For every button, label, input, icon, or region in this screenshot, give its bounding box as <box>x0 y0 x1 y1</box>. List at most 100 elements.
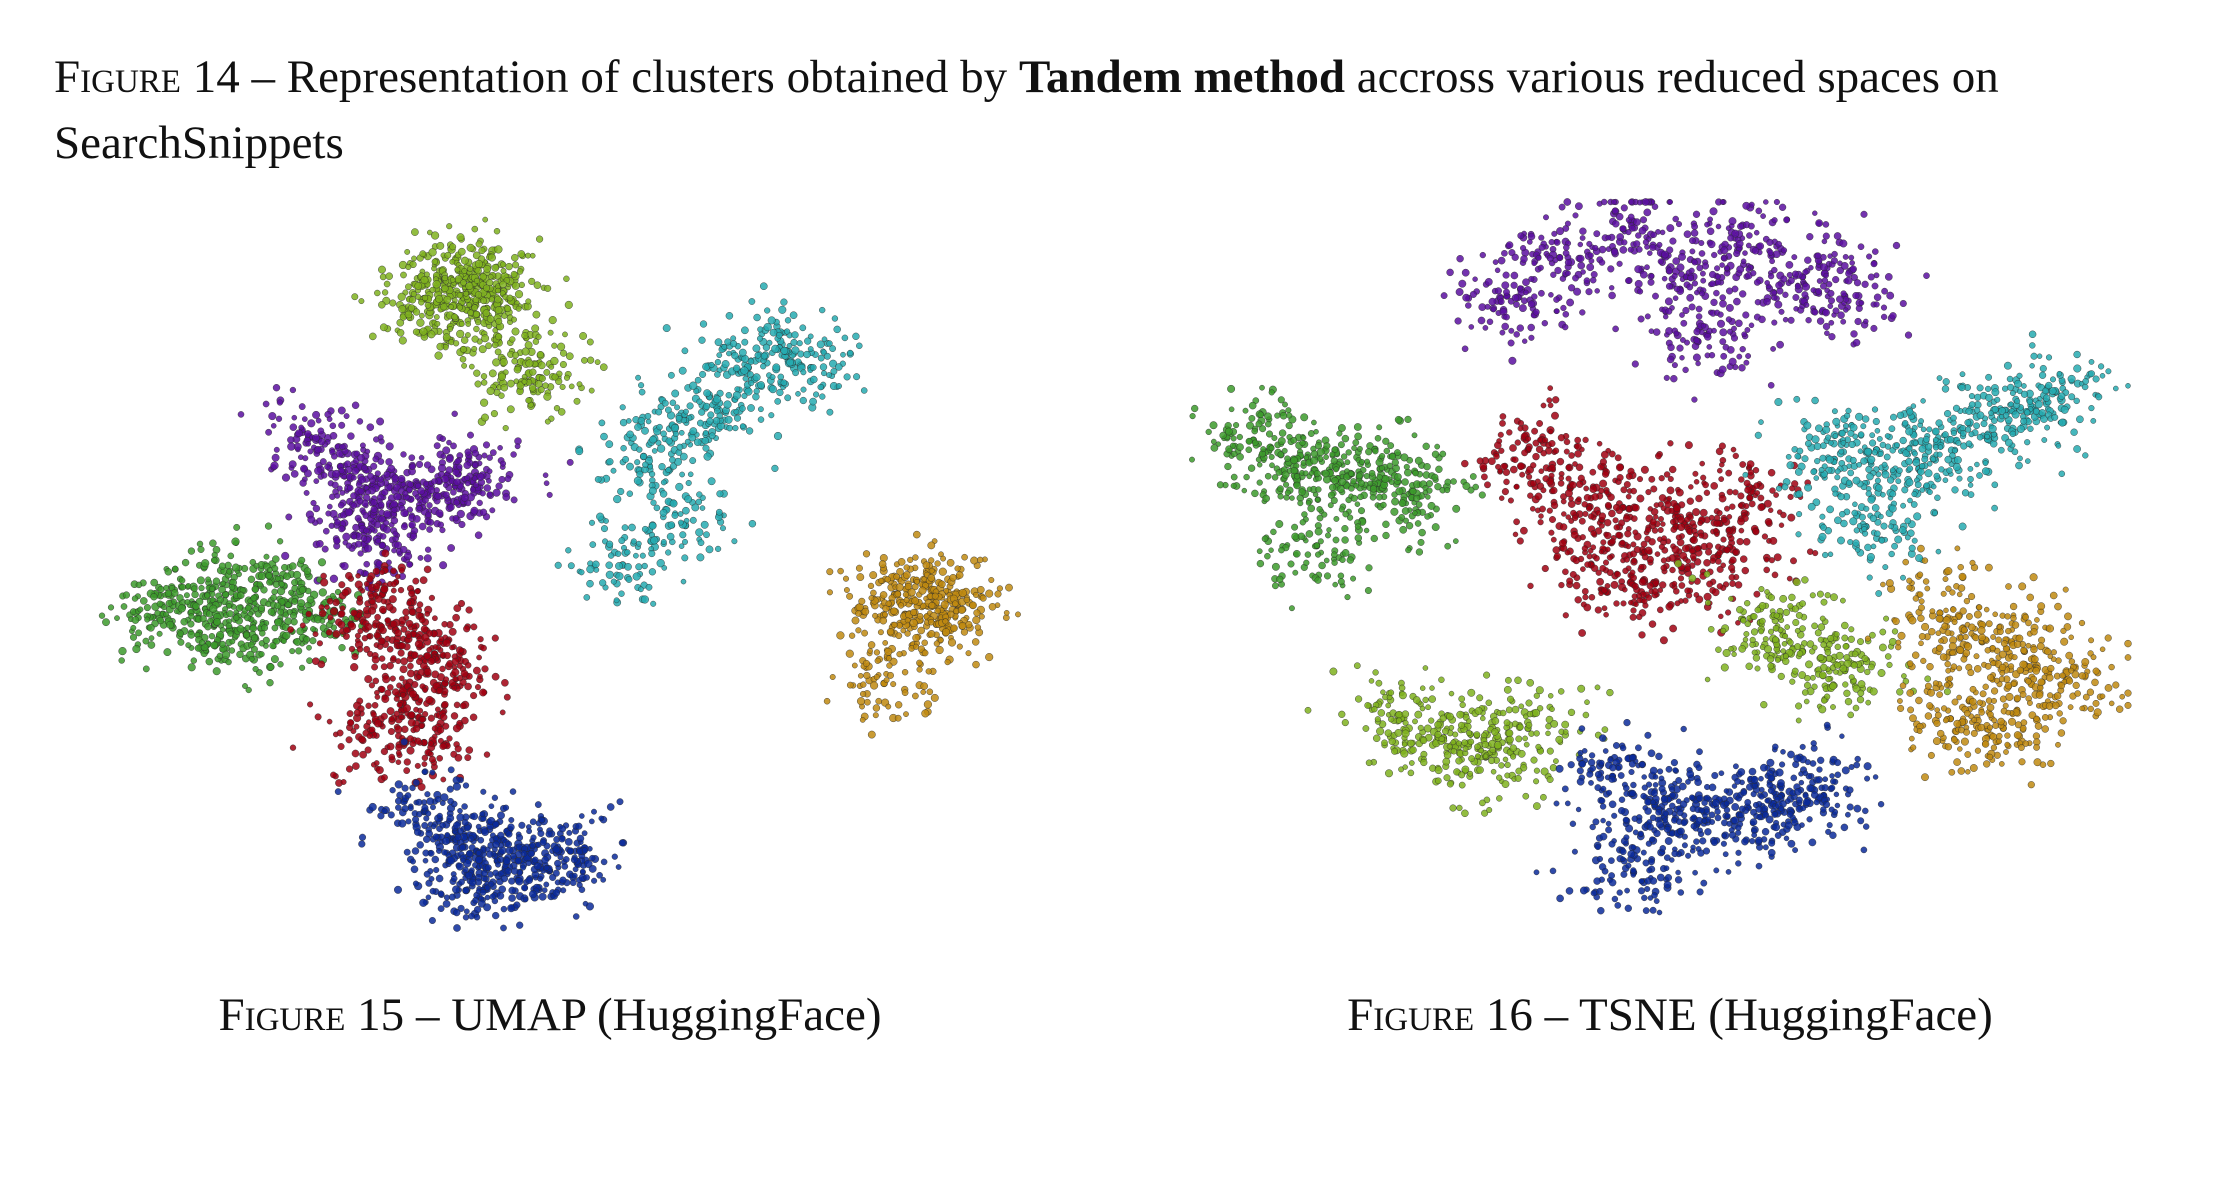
scatter-point <box>1866 253 1873 260</box>
scatter-point <box>846 592 854 600</box>
scatter-point <box>1604 519 1612 527</box>
scatter-point <box>1719 338 1727 346</box>
scatter-point <box>480 373 488 380</box>
scatter-point <box>207 617 214 624</box>
scatter-point <box>940 600 949 609</box>
scatter-point <box>368 593 375 600</box>
scatter-point <box>446 814 455 822</box>
scatter-point <box>1673 330 1680 337</box>
scatter-point <box>270 423 277 429</box>
scatter-point <box>507 823 515 831</box>
scatter-point <box>1719 199 1726 205</box>
scatter-point <box>446 735 453 742</box>
scatter-point <box>1805 317 1812 324</box>
scatter-point <box>599 579 607 587</box>
scatter-point <box>566 829 573 836</box>
scatter-point <box>557 342 566 351</box>
scatter-point <box>1625 277 1632 284</box>
scatter-point <box>378 265 386 274</box>
scatter-point <box>762 343 771 352</box>
scatter-point <box>405 633 412 640</box>
scatter-point <box>1707 240 1716 249</box>
scatter-point <box>370 505 378 513</box>
scatter-point <box>1666 224 1675 233</box>
scatter-point <box>283 572 291 581</box>
scatter-point <box>937 637 944 643</box>
scatter-point <box>314 466 323 475</box>
scatter-point <box>817 383 824 391</box>
scatter-point <box>187 620 195 628</box>
scatter-point <box>483 484 492 492</box>
scatter-point <box>560 349 567 357</box>
scatter-point <box>1853 279 1862 287</box>
scatter-point <box>262 636 270 644</box>
scatter-point <box>457 599 466 608</box>
scatter-point <box>271 453 280 462</box>
scatter-point <box>390 516 399 525</box>
scatter-point <box>1719 294 1726 301</box>
scatter-point <box>442 446 451 455</box>
scatter-point <box>288 589 295 596</box>
scatter-point <box>659 508 668 517</box>
scatter-point <box>388 716 395 723</box>
scatter-point <box>270 594 277 602</box>
scatter-point <box>1486 318 1494 326</box>
scatter-point <box>486 850 494 858</box>
scatter-point <box>1548 440 1556 447</box>
scatter-point <box>291 598 298 605</box>
scatter-point <box>679 531 687 539</box>
scatter-point <box>733 364 741 372</box>
scatter-point <box>486 491 493 498</box>
scatter-point <box>395 743 403 752</box>
scatter-point <box>1565 270 1571 277</box>
scatter-point <box>1840 318 1847 325</box>
scatter-point <box>903 564 910 571</box>
scatter-point <box>569 879 577 886</box>
scatter-point <box>516 921 524 929</box>
scatter-point <box>350 502 357 509</box>
scatter-point <box>1528 334 1535 341</box>
scatter-point <box>927 630 936 638</box>
scatter-point <box>1558 203 1566 211</box>
scatter-point <box>1501 322 1509 331</box>
scatter-point <box>1694 289 1700 296</box>
scatter-point <box>739 423 746 430</box>
scatter-point <box>1821 238 1828 245</box>
scatter-point <box>439 742 447 750</box>
scatter-point <box>395 573 401 580</box>
scatter-point <box>534 801 542 808</box>
scatter-point <box>683 408 689 415</box>
scatter-point <box>360 535 368 542</box>
scatter-point <box>1625 493 1632 500</box>
scatter-point <box>491 634 499 642</box>
scatter-point <box>525 876 533 884</box>
scatter-point <box>791 346 800 355</box>
scatter-point <box>393 492 402 501</box>
scatter-point <box>772 363 781 372</box>
scatter-point <box>441 274 449 282</box>
scatter-point <box>1532 308 1540 316</box>
scatter-point <box>456 233 465 242</box>
scatter-point <box>904 582 912 591</box>
scatter-point <box>216 652 223 660</box>
scatter-point <box>509 788 517 795</box>
scatter-point <box>503 857 511 865</box>
scatter-point <box>403 767 411 774</box>
scatter-point <box>521 347 530 356</box>
scatter-point <box>373 631 381 639</box>
scatter-point <box>916 612 924 620</box>
scatter-point <box>310 499 317 507</box>
scatter-point <box>1518 304 1527 313</box>
scatter-point <box>395 658 402 665</box>
scatter-point <box>1686 283 1694 291</box>
scatter-point <box>441 836 450 846</box>
scatter-point <box>1658 475 1665 482</box>
scatter-point <box>1593 230 1601 238</box>
scatter-point <box>212 577 221 585</box>
scatter-point <box>324 604 330 610</box>
scatter-point <box>713 395 722 404</box>
scatter-point <box>707 477 716 486</box>
scatter-point <box>379 626 387 635</box>
scatter-point <box>458 520 466 529</box>
scatter-point <box>468 912 475 920</box>
